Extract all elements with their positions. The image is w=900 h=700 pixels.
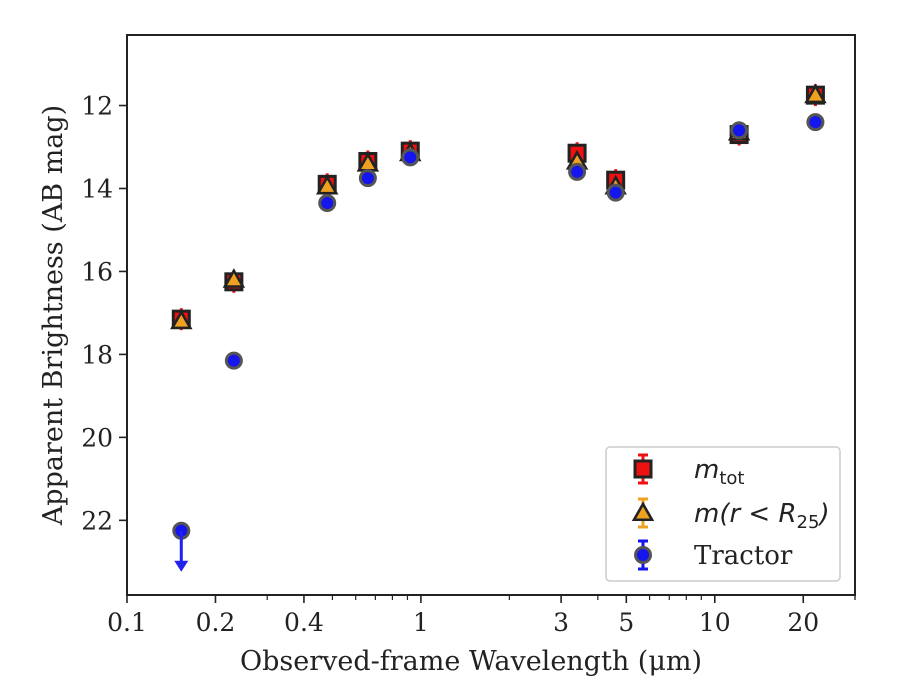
- x-axis-label: Observed-frame Wavelength (μm): [240, 646, 702, 677]
- data-point-circle: [606, 183, 625, 202]
- y-tick-label: 12: [81, 92, 113, 121]
- axes-layer: 0.1 0.2 0.4 1 3 5 10 20 12 14 16 18 20 22 Observed-fra…: [38, 34, 856, 677]
- legend-box: [605, 446, 841, 582]
- data-point-circle: [730, 121, 749, 140]
- x-tick-label: 5: [618, 608, 634, 637]
- legend-marker-circle: [634, 546, 652, 564]
- x-tick-label: 0.2: [196, 608, 236, 637]
- legend-marker-triangle: [631, 501, 655, 522]
- data-point-circle: [568, 162, 587, 181]
- data-point-circle: [318, 194, 337, 212]
- legend: mtot m(r < R25) Tractor: [605, 446, 841, 582]
- x-tick-label: 20: [787, 608, 819, 637]
- data-point-triangle: [170, 309, 193, 330]
- y-tick-label: 16: [81, 257, 113, 286]
- legend-marker-square: [633, 459, 653, 479]
- x-tick-label: 1: [413, 608, 429, 637]
- data-point-triangle: [804, 83, 827, 104]
- y-tick-label: 22: [81, 506, 113, 535]
- data-point-circle: [358, 169, 377, 188]
- upper-limit-arrowhead: [174, 560, 189, 572]
- y-tick-label: 14: [81, 174, 113, 203]
- data-point-triangle: [222, 268, 246, 288]
- legend-label: m(r < R25): [694, 499, 830, 533]
- y-axis-label: Apparent Brightness (AB mag): [38, 105, 69, 526]
- data-point-triangle: [315, 174, 339, 195]
- x-tick-label: 0.4: [284, 608, 324, 637]
- data-point-circle: [401, 148, 420, 167]
- plot-layer: [170, 83, 827, 572]
- y-tick-label: 20: [81, 423, 113, 452]
- y-tick-label: 18: [81, 340, 113, 369]
- data-point-circle: [224, 351, 243, 370]
- x-tick-label: 3: [553, 608, 569, 637]
- data-point-circle: [806, 113, 825, 132]
- x-tick-label: 10: [699, 608, 731, 637]
- x-tick-label: 0.1: [107, 608, 147, 637]
- legend-label: mtot: [694, 455, 744, 489]
- legend-label: Tractor: [694, 541, 793, 571]
- plot-frame: [126, 34, 856, 596]
